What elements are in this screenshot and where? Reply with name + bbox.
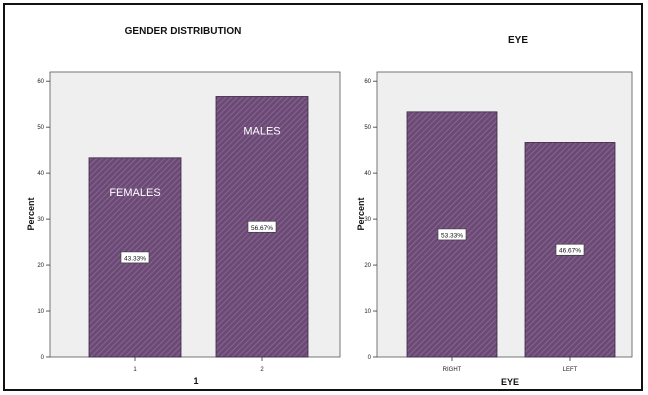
data-label: 46.67% <box>559 248 581 255</box>
x-tick-label: RIGHT <box>443 367 462 373</box>
y-tick-label: 50 <box>364 125 371 131</box>
x-tick-label: 1 <box>133 367 137 373</box>
y-tick-label: 10 <box>37 309 44 315</box>
y-tick-label: 30 <box>37 217 44 223</box>
data-label: 53.33% <box>441 232 463 239</box>
chart-title: EYE <box>508 35 528 46</box>
y-tick-label: 20 <box>37 263 44 269</box>
y-tick-label: 0 <box>368 355 372 361</box>
gender-distribution-chart: GENDER DISTRIBUTION Percent 1 0 10 20 30 40 5… <box>26 26 341 386</box>
y-tick-label: 50 <box>37 125 44 131</box>
x-tick-label: LEFT <box>563 367 578 373</box>
data-label: 56.67% <box>251 225 273 232</box>
y-axis-label: Percent <box>356 197 366 230</box>
y-axis-label: Percent <box>26 197 36 230</box>
y-tick-label: 30 <box>364 217 371 223</box>
y-tick-label: 0 <box>41 355 45 361</box>
bar-category-label: MALES <box>243 126 280 138</box>
x-axis-label: EYE <box>501 377 519 387</box>
x-tick-label: 2 <box>260 367 264 373</box>
x-axis-label: 1 <box>193 376 198 386</box>
bar-category-label: FEMALES <box>109 187 160 199</box>
y-tick-label: 20 <box>364 263 371 269</box>
eye-chart: EYE Percent EYE 0 10 20 30 40 50 60 RIGHT 53.33… <box>356 35 633 387</box>
y-tick-label: 10 <box>364 309 371 315</box>
data-label: 43.33% <box>124 255 146 262</box>
y-tick-label: 40 <box>37 171 44 177</box>
data-label-box <box>247 220 277 233</box>
data-label-box <box>555 243 585 256</box>
y-tick-label: 60 <box>364 79 371 85</box>
data-label-box <box>437 228 467 241</box>
y-tick-label: 60 <box>37 79 44 85</box>
chart-title: GENDER DISTRIBUTION <box>125 26 242 37</box>
y-tick-label: 40 <box>364 171 371 177</box>
data-label-box <box>120 251 150 264</box>
